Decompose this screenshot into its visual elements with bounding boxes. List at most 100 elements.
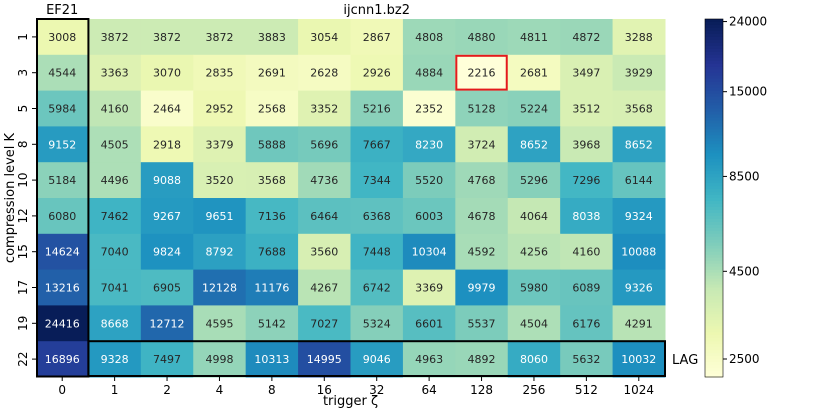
colorbar-segment [705,111,723,116]
cell-value-label: 2835 [205,67,233,80]
heatmap-cell [455,198,509,235]
cell-value-label: 7040 [101,246,129,259]
heatmap-cell [140,19,194,56]
heatmap-cell [507,90,561,127]
cell-value-label: 4592 [468,246,496,259]
heatmap-cell [402,341,456,378]
colorbar-segment [705,144,723,148]
cell-value-label: 7136 [258,210,286,223]
colorbar-segment [705,165,723,169]
colorbar-segment [705,362,723,366]
heatmap-cells: 3008 3872 3872 3872 3883 3054 2867 4808 4880 4811… [36,19,666,378]
heatmap-cell [36,341,89,378]
colorbar-segment [705,269,723,274]
heatmap-cell [560,269,614,306]
cell-value-label: 8060 [520,353,548,366]
colorbar-segment [705,317,723,321]
colorbar-tick-label: 8500 [729,169,760,183]
heatmap-cell [350,305,404,342]
cell-value-label: 3520 [205,174,233,187]
colorbar-segment [705,177,723,181]
x-tick-label: 4 [216,383,224,397]
cell-value-label: 5184 [48,174,76,187]
heatmap-cell [350,162,404,199]
colorbar-segment [705,311,723,315]
heatmap-cell [245,54,299,92]
colorbar-segment [705,42,723,47]
colorbar-segment [705,72,723,77]
colorbar-segment [705,245,723,250]
x-tick-label: 512 [575,383,598,397]
cell-value-label: 8652 [520,138,548,151]
x-tick-label: 2 [163,383,171,397]
heatmap-cell [36,19,89,56]
y-tick-label: 17 [16,280,30,295]
x-tick-label: 8 [268,383,276,397]
cell-value-label: 5520 [415,174,443,187]
heatmap-cell [140,341,194,378]
colorbar-segment [705,212,723,217]
heatmap-cell [140,269,194,306]
heatmap-cell [245,233,299,271]
colorbar-segment [705,347,723,351]
cell-value-label: 8792 [205,246,233,259]
heatmap-cell [193,126,247,163]
y-axis-label: compression level K [3,132,18,263]
cell-value-label: 4678 [468,210,496,223]
cell-value-label: 16896 [45,353,80,366]
cell-value-label: 3369 [415,282,443,295]
y-tick-label: 10 [16,172,30,187]
colorbar-segment [705,290,723,295]
cell-value-label: 4595 [205,317,233,330]
x-tick-label: 64 [421,383,436,397]
colorbar-frame [704,18,724,378]
heatmap-cell [36,54,89,92]
cell-value-label: 6464 [310,210,338,223]
heatmap-cell [455,126,509,163]
cell-value-label: 2628 [310,67,338,80]
heatmap-cell [36,269,89,306]
heatmap-cell [402,305,456,342]
heatmap-cell [193,305,247,342]
cell-value-label: 13216 [45,282,80,295]
colorbar-segment [705,171,723,175]
heatmap-cell [455,162,509,199]
colorbar-segment [705,308,723,312]
colorbar-segment [705,153,723,157]
colorbar-segment [705,281,723,286]
cell-value-label: 4963 [415,353,443,366]
cell-value-label: 6089 [572,282,600,295]
heatmap-cell [298,90,351,127]
heatmap-cell [350,54,404,92]
heatmap-cell [350,126,404,163]
colorbar-segment [705,338,723,342]
heatmap-cell [193,198,247,235]
heatmap-cell [507,269,561,306]
colorbar-segment [705,350,723,354]
heatmap-cell [245,19,299,56]
colorbar-segment [705,365,723,369]
colorbar-segment [705,19,723,23]
heatmap-cell [507,198,561,235]
cell-value-label: 5224 [520,103,548,116]
heatmap-cell [140,90,194,127]
heatmap-cell [507,19,561,56]
colorbar-segment [705,108,723,113]
cell-value-label: 4998 [205,353,233,366]
heatmap-cell [298,341,351,378]
colorbar-tick-label: 4500 [729,264,760,278]
heatmap-cell [507,233,561,271]
best-value-highlight [455,54,508,91]
colorbar-segment [705,105,723,110]
y-tick-label: 12 [16,208,30,223]
heatmap-cell [560,341,614,378]
colorbar-segment [705,69,723,74]
cell-value-label: 9267 [153,210,181,223]
heatmap-cell [140,233,194,271]
cell-value-label: 9328 [101,353,129,366]
heatmap-cell [612,233,666,271]
cell-value-label: 6080 [48,210,76,223]
heatmap-cell [402,198,456,235]
cell-value-label: 14995 [307,353,342,366]
